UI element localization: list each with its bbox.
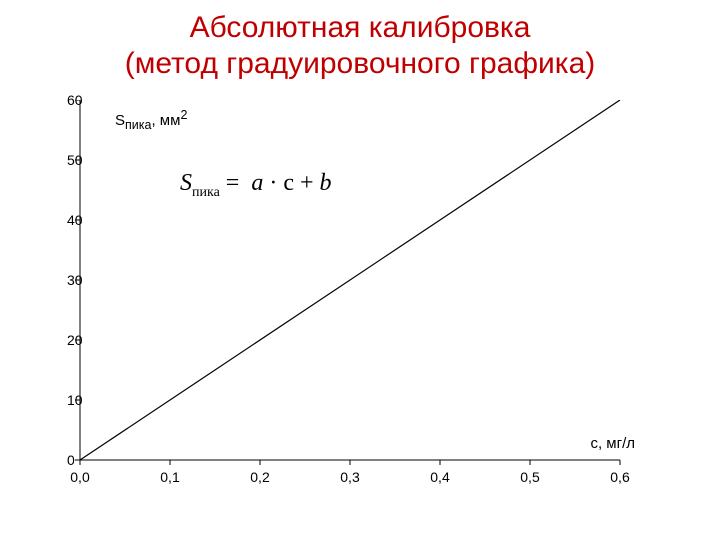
chart-svg (70, 100, 630, 480)
y-tick-label: 30 (67, 272, 75, 288)
x-tick-label: 0,4 (430, 469, 449, 485)
x-tick-label: 0,5 (520, 469, 539, 485)
x-tick-label: 0,3 (340, 469, 359, 485)
y-tick-label: 10 (67, 392, 75, 408)
slide: Абсолютная калибровка (метод градуировоч… (0, 0, 720, 540)
title-line-1: Абсолютная калибровка (0, 10, 720, 46)
y-tick-label: 20 (67, 332, 75, 348)
y-tick-label: 50 (67, 152, 75, 168)
y-tick-label: 0 (67, 452, 75, 468)
y-tick-label: 60 (67, 92, 75, 108)
title-line-2: (метод градуировочного графика) (0, 46, 720, 82)
calibration-formula: Sпика = a · с + b (180, 170, 332, 201)
x-axis-label: с, мг/л (590, 435, 635, 452)
slide-title: Абсолютная калибровка (метод градуировоч… (0, 10, 720, 82)
y-axis-label: Sпика, мм2 (115, 108, 187, 132)
calibration-chart: 0102030405060 0,00,10,20,30,40,50,6 Sпик… (70, 100, 650, 520)
y-tick-label: 40 (67, 212, 75, 228)
x-tick-label: 0,1 (160, 469, 179, 485)
x-tick-label: 0,2 (250, 469, 269, 485)
x-tick-label: 0,0 (70, 469, 89, 485)
x-tick-label: 0,6 (610, 469, 629, 485)
